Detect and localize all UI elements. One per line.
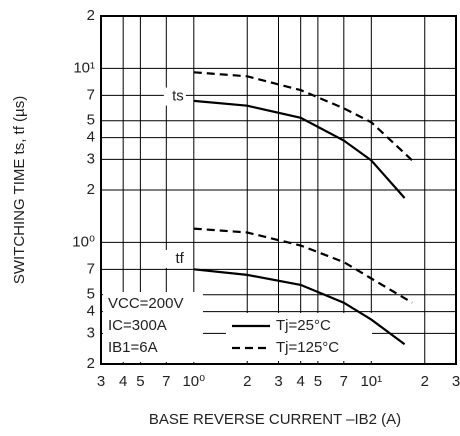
- curve: [193, 99, 406, 199]
- curve: [193, 71, 413, 162]
- x-tick-label: 2: [243, 373, 251, 390]
- condition: IB1=6A: [108, 339, 158, 356]
- y-tick-label: 3: [87, 150, 95, 167]
- x-tick-label: 4: [297, 373, 305, 390]
- y-tick-label: 5: [87, 286, 95, 303]
- x-tick-label: 7: [340, 373, 348, 390]
- y-tick-label: 2: [87, 181, 95, 198]
- curve-label: tf: [175, 250, 184, 267]
- y-tick-label: 7: [87, 260, 95, 277]
- x-tick-label: 2: [421, 373, 429, 390]
- x-tick-label: 10¹: [360, 373, 382, 390]
- x-tick-label: 3: [97, 373, 105, 390]
- y-tick-label: 4: [87, 303, 95, 320]
- y-tick-label: 3: [87, 324, 95, 341]
- condition: VCC=200V: [108, 295, 183, 312]
- y-tick-label: 4: [87, 129, 95, 146]
- legend-label: Tj=25°C: [276, 317, 331, 334]
- curve-label: ts: [172, 88, 184, 105]
- x-tick-label: 3: [452, 373, 460, 390]
- y-tick-label: 5: [87, 112, 95, 129]
- y-tick-label: 2: [87, 355, 95, 372]
- y-axis-label: SWITCHING TIME ts, tf (µs): [11, 96, 28, 284]
- x-tick-label: 3: [274, 373, 282, 390]
- conditions-box: [103, 292, 203, 362]
- x-tick-label: 4: [119, 373, 127, 390]
- curve: [193, 268, 406, 346]
- y-tick-label: 2: [87, 7, 95, 24]
- legend-box: [226, 313, 372, 361]
- x-tick-label: 5: [314, 373, 322, 390]
- y-tick-label: 7: [87, 86, 95, 103]
- curve-label-bg: [163, 87, 186, 106]
- y-tick-label: 10¹: [73, 59, 95, 76]
- x-tick-label: 10⁰: [182, 373, 205, 390]
- x-tick-label: 7: [162, 373, 170, 390]
- x-tick-label: 5: [136, 373, 144, 390]
- legend-label: Tj=125°C: [276, 339, 339, 356]
- curve-label-bg: [163, 249, 186, 268]
- plot-frame: [100, 15, 457, 365]
- x-axis-label: BASE REVERSE CURRENT –IB2 (A): [149, 411, 401, 428]
- y-tick-label: 10⁰: [72, 233, 95, 250]
- curve: [193, 227, 413, 304]
- condition: IC=300A: [108, 317, 167, 334]
